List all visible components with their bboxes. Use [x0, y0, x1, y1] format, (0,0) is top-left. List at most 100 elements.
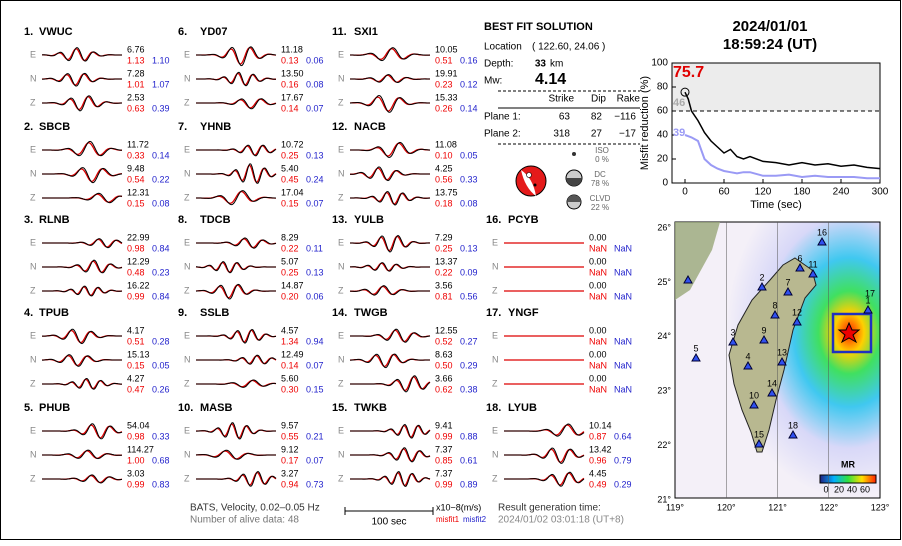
component: E: [338, 425, 344, 435]
amplitude: 7.29: [435, 232, 453, 242]
y-tick-label: 40: [657, 130, 669, 141]
misfit2: 0.05: [152, 360, 170, 370]
station-name: YHNB: [200, 121, 231, 133]
dc: 78 %: [591, 179, 609, 188]
misfit2: 0.15: [306, 384, 324, 394]
waveform-observed: [196, 422, 276, 440]
label: Depth:: [484, 59, 513, 70]
misfit1: 0.62: [435, 384, 453, 394]
misfit1: 0.16: [281, 79, 299, 89]
station-marker: [777, 356, 787, 366]
component: Z: [184, 97, 190, 107]
waveform-observed: [42, 259, 123, 274]
misfit1: NaN: [589, 360, 607, 370]
misfit1: 0.87: [589, 431, 607, 441]
component: N: [30, 449, 37, 459]
component: N: [338, 449, 345, 459]
amplitude: 5.40: [281, 163, 299, 173]
time: 18:59:24 (UT): [723, 36, 817, 53]
station-label: 13: [777, 347, 787, 357]
component: N: [30, 354, 37, 364]
misfit1: 0.25: [281, 267, 299, 277]
misfit1: NaN: [589, 291, 607, 301]
amplitude: 5.60: [281, 373, 299, 383]
waveform-observed: [350, 353, 430, 369]
misfit2: 0.06: [306, 55, 324, 65]
misfit2: 0.29: [460, 360, 478, 370]
misfit1: NaN: [589, 267, 607, 277]
amplitude: 10.72: [281, 139, 304, 149]
amplitude: 9.57: [281, 420, 299, 430]
station-marker: [749, 399, 759, 409]
station-label: 10: [749, 390, 759, 400]
misfit1: 1.00: [127, 455, 145, 465]
station-marker: [788, 429, 798, 439]
component: Z: [30, 473, 36, 483]
misfit1: 0.14: [281, 360, 299, 370]
table-header: Rake: [617, 94, 641, 105]
misfit1: 0.85: [435, 455, 453, 465]
colorbar-tick: 20: [834, 484, 844, 494]
table-header: Dip: [591, 94, 606, 105]
misfit2: 0.68: [152, 455, 170, 465]
station-name: SSLB: [200, 307, 229, 319]
misfit1: 0.15: [127, 198, 145, 208]
amplitude: 22.99: [127, 232, 150, 242]
annotation: 39: [673, 127, 685, 139]
misfit1: 0.63: [127, 103, 145, 113]
misfit1: 0.15: [127, 360, 145, 370]
component: Z: [492, 473, 498, 483]
amplitude: 0.00: [589, 256, 607, 266]
amplitude: 0.00: [589, 232, 607, 242]
station-name: SXI1: [354, 26, 378, 38]
station-number: 15.: [332, 402, 347, 414]
waveform-observed: [196, 237, 277, 249]
misfit2: 0.22: [152, 174, 170, 184]
component: N: [492, 449, 499, 459]
misfit1: 0.54: [127, 174, 145, 184]
annotation: 75.7: [673, 64, 704, 81]
station-number: 18.: [486, 402, 501, 414]
taiwan-landmass: [728, 257, 817, 453]
y-tick-label: 100: [651, 58, 668, 69]
table-header: Strike: [548, 94, 574, 105]
component: Z: [30, 285, 36, 295]
station-number: 2.: [24, 121, 33, 133]
amplitude: 13.50: [281, 68, 304, 78]
component: Z: [184, 473, 190, 483]
misfit2: 0.84: [152, 291, 170, 301]
y-tick-label: 0: [662, 178, 668, 189]
misfit1: NaN: [589, 243, 607, 253]
waveform-observed: [196, 190, 276, 206]
waveform-observed: [42, 47, 122, 62]
iso: 0 %: [595, 155, 609, 164]
misfit2: 0.08: [306, 79, 324, 89]
y-tick-label: 20: [657, 154, 669, 165]
waveform-observed: [42, 285, 122, 297]
gen-time: 2024/01/02 03:01:18 (UT+8): [498, 515, 624, 526]
misfit1: 0.13: [281, 55, 299, 65]
table-cell: 63: [559, 112, 571, 123]
x-tick-label: 60: [718, 187, 730, 198]
amplitude: 12.29: [127, 256, 150, 266]
amplitude: 7.37: [435, 468, 453, 478]
lat-label: 23°: [657, 386, 671, 396]
component: N: [338, 261, 345, 271]
waveform-observed: [42, 140, 123, 157]
misfit1: 0.94: [281, 479, 299, 489]
amplitude: 13.75: [435, 187, 458, 197]
amplitude: 19.91: [435, 68, 458, 78]
iso-icon: [572, 152, 576, 156]
colorbar-tick: 40: [847, 484, 857, 494]
misfit2: 0.07: [306, 198, 324, 208]
misfit2: 0.26: [152, 384, 170, 394]
misfit1: 0.10: [435, 150, 453, 160]
station-name: LYUB: [508, 402, 537, 414]
station-marker: [728, 336, 738, 346]
station-number: 4.: [24, 307, 33, 319]
station-marker: [743, 360, 753, 370]
component: Z: [30, 97, 36, 107]
station-label: 5: [693, 343, 698, 353]
component: Z: [338, 473, 344, 483]
component: Z: [338, 97, 344, 107]
